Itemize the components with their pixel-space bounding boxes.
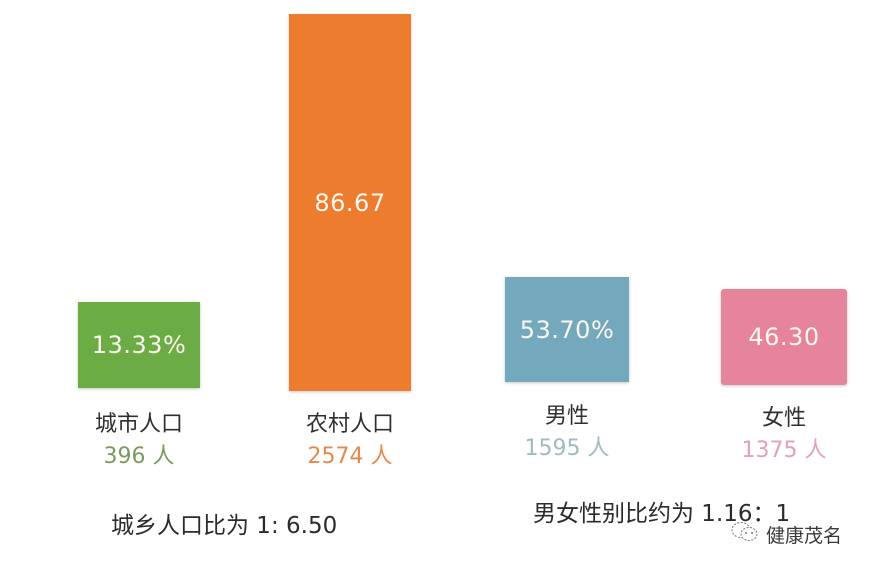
bar-female: 46.30 (721, 289, 847, 385)
count-label-rural: 2574 人 (307, 444, 393, 469)
wechat-icon (730, 520, 760, 549)
category-label-rural: 农村人口 (305, 412, 394, 437)
watermark: 健康茂名 (730, 520, 842, 549)
count-label-female: 1375 人 (741, 438, 827, 463)
category-label-female: 女性 (761, 406, 806, 431)
bar-value-label: 13.33% (91, 331, 187, 359)
bar-value-label: 86.67 (314, 188, 386, 217)
bar-male: 53.70% (505, 277, 629, 382)
count-label-male: 1595 人 (524, 436, 610, 461)
bar-urban: 13.33% (78, 302, 200, 388)
bar-rural: 86.67 (289, 14, 411, 391)
category-label-male: 男性 (544, 404, 589, 429)
category-label-urban: 城市人口 (94, 412, 183, 437)
urban-rural-ratio-caption: 城乡人口比为 1: 6.50 (111, 513, 338, 539)
gender-ratio-caption: 男女性别比约为 1.16：1 (533, 501, 791, 527)
bar-value-label: 53.70% (519, 315, 615, 344)
bar-value-label: 46.30 (748, 323, 820, 351)
count-label-urban: 396 人 (103, 444, 175, 469)
watermark-text: 健康茂名 (766, 525, 843, 547)
